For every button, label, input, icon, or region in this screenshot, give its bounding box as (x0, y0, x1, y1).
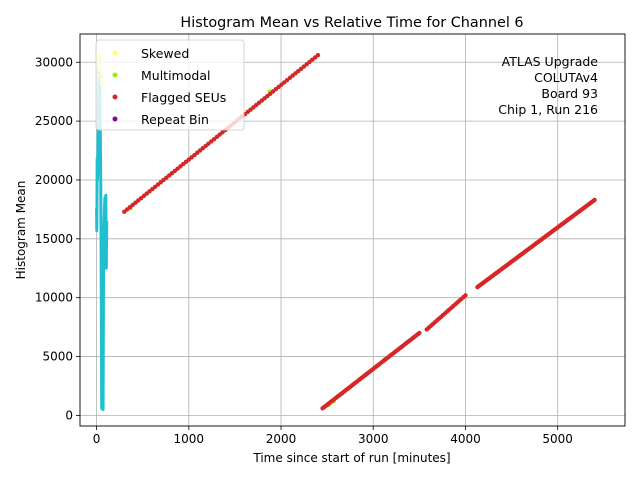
flagged-seu-point (463, 293, 468, 298)
legend-marker (112, 116, 118, 122)
chart-title: Histogram Mean vs Relative Time for Chan… (180, 15, 523, 31)
flagged-seu-point (592, 197, 597, 203)
flagged-seu-point (417, 330, 422, 336)
y-tick-label: 15000 (35, 232, 73, 246)
x-tick-label: 5000 (542, 432, 573, 446)
legend: Skewed Multimodal Flagged SEUs Repeat Bin (95, 39, 245, 131)
legend-marker (112, 94, 118, 100)
x-tick-label: 3000 (358, 432, 389, 446)
legend-label: Multimodal (141, 68, 210, 83)
annotation-line: ATLAS Upgrade (502, 54, 599, 69)
y-axis-label: Histogram Mean (14, 181, 28, 280)
y-tick-label: 30000 (35, 55, 73, 69)
y-tick-label: 10000 (35, 291, 73, 305)
x-tick-label: 0 (93, 432, 101, 446)
annotation-line: Chip 1, Run 216 (498, 102, 598, 117)
y-tick-label: 25000 (35, 114, 73, 128)
legend-box (95, 39, 245, 131)
y-tick-label: 5000 (42, 350, 73, 364)
annotation-line: Board 93 (541, 86, 598, 101)
y-tick-label: 0 (65, 408, 73, 422)
legend-label: Repeat Bin (141, 112, 209, 127)
main-series-line (95, 54, 109, 412)
y-tick-label: 20000 (35, 173, 73, 187)
flagged-seu-point (315, 52, 321, 58)
axes-frame (79, 33, 626, 427)
x-tick-label: 4000 (450, 432, 481, 446)
x-tick-label: 1000 (174, 432, 205, 446)
x-axis-label: Time since start of run [minutes] (252, 451, 450, 465)
grid-lines (80, 34, 625, 426)
legend-label: Flagged SEUs (141, 90, 226, 105)
annotation-line: COLUTAv4 (534, 70, 598, 85)
axis-ticks: 0 1000 2000 3000 4000 5000 0 5000 10000 15000 2000… (35, 55, 573, 446)
legend-marker (112, 50, 118, 56)
legend-label: Skewed (141, 46, 189, 61)
legend-marker (112, 72, 118, 78)
x-tick-label: 2000 (266, 432, 297, 446)
